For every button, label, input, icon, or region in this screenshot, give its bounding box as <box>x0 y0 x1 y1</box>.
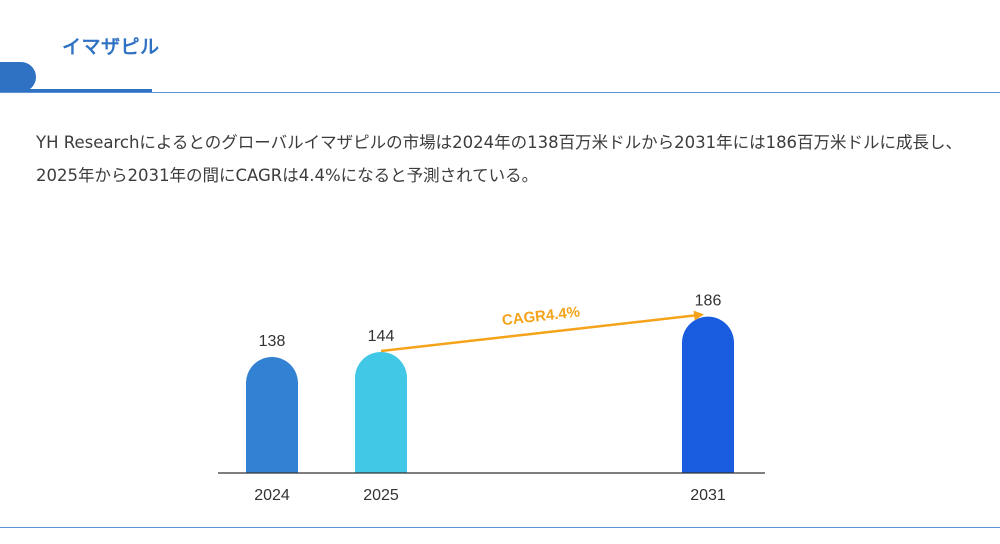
tick-label-2031: 2031 <box>690 487 726 504</box>
value-label-2031: 186 <box>695 293 722 310</box>
header-divider <box>0 92 1000 93</box>
value-label-2024: 138 <box>259 333 286 350</box>
bar-2031 <box>682 316 734 473</box>
market-description: YH Researchによるとのグローバルイマザピルの市場は2024年の138百… <box>36 133 963 185</box>
cagr-label: CAGR4.4% <box>501 303 581 329</box>
page-title: イマザピル <box>62 36 160 58</box>
bar-2024 <box>246 357 298 473</box>
bars-group: 138 2024 144 2025 186 2031 <box>246 293 734 504</box>
value-label-2025: 144 <box>368 328 395 345</box>
tick-label-2025: 2025 <box>363 487 399 504</box>
header-tab-marker <box>0 62 36 92</box>
cagr-arrow <box>380 310 704 353</box>
header-accent-bar <box>0 89 152 93</box>
tick-label-2024: 2024 <box>254 487 290 504</box>
footer-divider <box>0 527 1000 528</box>
bar-2025 <box>355 351 407 473</box>
